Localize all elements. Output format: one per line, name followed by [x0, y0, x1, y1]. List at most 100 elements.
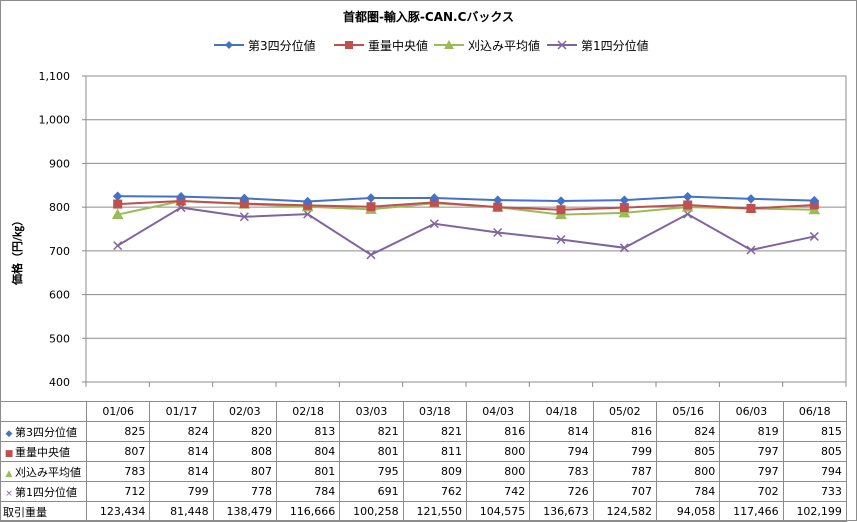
data-point — [112, 191, 123, 201]
table-cell: 807 — [212, 461, 277, 482]
table-cell: 117,466 — [719, 501, 784, 522]
y-tick-label: 500 — [49, 332, 70, 345]
legend-swatch — [434, 40, 464, 49]
table-cell: 815 — [782, 421, 847, 442]
legend-swatch — [214, 41, 244, 49]
table-cell: 805 — [782, 441, 847, 462]
row-marker-icon: ■ — [4, 448, 14, 459]
category-label: 05/16 — [655, 401, 721, 422]
series-line-2 — [117, 200, 815, 211]
table-cell: 801 — [339, 441, 404, 462]
table-cell: 762 — [402, 481, 467, 502]
table-cell: 702 — [719, 481, 784, 502]
table-cell: 100,258 — [339, 501, 404, 522]
table-cell: 809 — [402, 461, 467, 482]
category-label: 01/06 — [85, 401, 151, 422]
y-tick-label: 800 — [49, 201, 70, 214]
table-cell: 814 — [149, 441, 214, 462]
y-tick-label: 1,100 — [39, 70, 71, 83]
row-marker-icon: ◆ — [5, 428, 13, 439]
table-cell: 712 — [85, 481, 151, 502]
data-point — [619, 243, 629, 253]
row-marker-icon: × — [5, 488, 13, 499]
row-label-text: 第3四分位値 — [15, 425, 77, 439]
row-label-text: 第1四分位値 — [15, 485, 77, 499]
row-label: ■ 重量中央値 — [0, 441, 87, 462]
table-cell: 784 — [275, 481, 341, 502]
table-row: ▲ 刈込み平均値 783 814 807 801 795 809 800 783 787 800 797… — [0, 461, 847, 482]
table-cell: 783 — [529, 461, 594, 482]
y-tick-label: 900 — [49, 157, 70, 170]
y-tick-label: 400 — [49, 376, 70, 389]
table-corner-cell — [0, 401, 87, 422]
y-tick-label: 600 — [49, 289, 70, 302]
table-cell: 102,199 — [782, 501, 847, 522]
data-point — [111, 208, 124, 220]
table-cell: 138,479 — [212, 501, 277, 522]
table-cell: 778 — [212, 481, 277, 502]
line-chart-plot: 400 500 600 700 800 900 1,000 1,100 — [39, 70, 847, 389]
table-row: × 第1四分位値 712 799 778 784 691 762 742 726 707 784 702… — [0, 481, 847, 502]
data-point — [619, 195, 630, 205]
data-point — [239, 193, 250, 204]
series-line-1 — [117, 195, 815, 203]
table-cell: 800 — [655, 461, 721, 482]
category-label: 06/18 — [782, 401, 847, 422]
table-cell: 733 — [782, 481, 847, 502]
table-cell: 805 — [655, 441, 721, 462]
category-label: 05/02 — [592, 401, 657, 422]
category-label: 04/03 — [465, 401, 531, 422]
data-point — [429, 219, 439, 229]
table-cell: 797 — [719, 441, 784, 462]
data-point — [618, 206, 631, 218]
data-table: 01/06 01/17 02/03 02/18 03/03 03/18 04/03 04/18… — [0, 401, 847, 522]
table-cell: 825 — [85, 421, 151, 442]
table-cell: 819 — [719, 421, 784, 442]
table-cell: 814 — [529, 421, 594, 442]
table-cell: 820 — [212, 421, 277, 442]
data-point — [746, 203, 756, 213]
legend-label: 重量中央値 — [368, 39, 429, 53]
legend-label: 第3四分位値 — [248, 39, 316, 53]
legend-swatch — [334, 41, 364, 49]
row-label-text: 重量中央値 — [15, 445, 70, 459]
row-label: ▲ 刈込み平均値 — [0, 461, 87, 482]
data-point — [746, 245, 756, 255]
table-cell: 124,582 — [592, 501, 657, 522]
row-label: × 第1四分位値 — [0, 481, 87, 502]
data-point — [176, 191, 186, 202]
legend-label: 第1四分位値 — [581, 39, 649, 53]
category-label: 04/18 — [529, 401, 594, 422]
table-cell: 800 — [465, 461, 531, 482]
category-label: 02/03 — [212, 401, 277, 422]
table-cell: 816 — [592, 421, 657, 442]
category-label: 06/03 — [719, 401, 784, 422]
table-cell: 799 — [149, 481, 214, 502]
data-point — [239, 212, 249, 222]
table-cell: 794 — [782, 461, 847, 482]
table-cell: 742 — [465, 481, 531, 502]
y-tick-label: 1,000 — [39, 114, 71, 127]
data-point — [809, 195, 820, 206]
table-row: ■ 重量中央値 807 814 808 804 801 811 800 794 799 805 797 8… — [0, 441, 847, 462]
table-cell: 799 — [592, 441, 657, 462]
data-point — [746, 194, 756, 204]
data-point — [366, 202, 376, 212]
table-cell: 726 — [529, 481, 594, 502]
data-point — [809, 231, 819, 241]
table-cell: 81,448 — [149, 501, 214, 522]
table-cell: 94,058 — [655, 501, 721, 522]
legend: 第3四分位値 重量中央値 刈込み平均値 第1四分位値 — [0, 36, 857, 54]
table-row: ◆ 第3四分位値 825 824 820 813 821 821 816 814 816 824 819… — [0, 421, 847, 442]
table-cell: 808 — [212, 441, 277, 462]
data-point — [556, 234, 566, 245]
category-label: 02/18 — [275, 401, 341, 422]
category-label: 03/03 — [339, 401, 404, 422]
data-point — [683, 200, 693, 210]
data-point — [303, 209, 313, 219]
row-label-text: 刈込み平均値 — [15, 465, 81, 479]
table-cell: 104,575 — [465, 501, 531, 522]
table-cell: 801 — [275, 461, 341, 482]
table-cell: 795 — [339, 461, 404, 482]
table-cell: 821 — [402, 421, 467, 442]
